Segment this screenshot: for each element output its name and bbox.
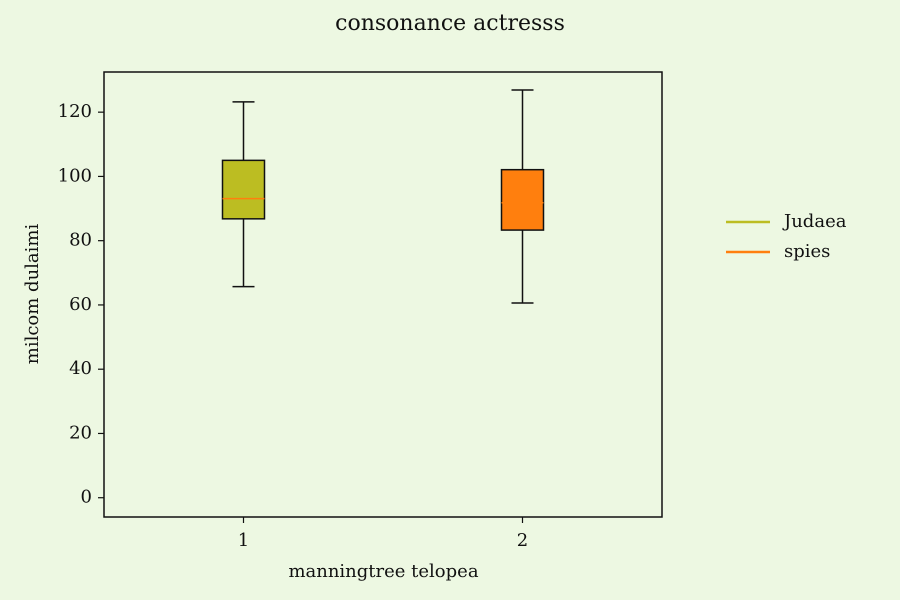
legend-label-2: spies: [784, 241, 830, 262]
x-tick-label: 1: [238, 530, 249, 551]
box: [500, 168, 545, 231]
y-tick-label: 0: [81, 487, 92, 508]
axes-frame: [103, 71, 663, 518]
x-axis-label: manningtree telopea: [288, 561, 478, 582]
legend-label-1: Judaea: [782, 211, 847, 232]
box-series-2: [500, 89, 545, 304]
plot-area: 0 20 40 60 80 100 120 1 2: [58, 71, 663, 551]
y-tick-label: 120: [58, 101, 92, 122]
x-tick-label: 2: [517, 530, 528, 551]
y-tick-label: 80: [69, 230, 92, 251]
chart-title: consonance actresss: [335, 11, 565, 36]
box: [221, 159, 266, 220]
y-tick-label: 20: [69, 422, 92, 443]
y-tick-label: 100: [58, 165, 92, 186]
box-series-1: [221, 101, 266, 288]
legend: Judaea spies: [726, 211, 847, 262]
y-tick-label: 60: [69, 294, 92, 315]
y-axis-label: milcom dulaimi: [22, 224, 43, 365]
y-tick-label: 40: [69, 358, 92, 379]
